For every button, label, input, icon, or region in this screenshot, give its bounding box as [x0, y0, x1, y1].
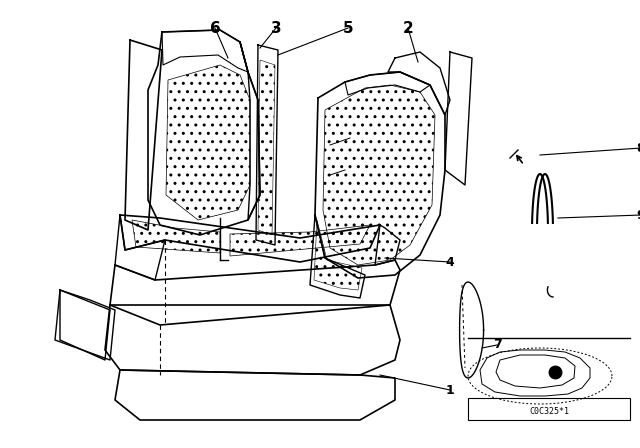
Text: 1: 1: [445, 383, 454, 396]
Text: 3: 3: [271, 21, 282, 35]
Text: C0C325*1: C0C325*1: [529, 408, 569, 417]
Text: 8: 8: [637, 142, 640, 155]
Text: 5: 5: [342, 21, 353, 35]
Text: 2: 2: [403, 21, 413, 35]
FancyBboxPatch shape: [468, 398, 630, 420]
Text: 9: 9: [637, 208, 640, 221]
Text: 7: 7: [493, 339, 501, 352]
Text: 4: 4: [445, 255, 454, 268]
Text: 6: 6: [210, 21, 220, 35]
